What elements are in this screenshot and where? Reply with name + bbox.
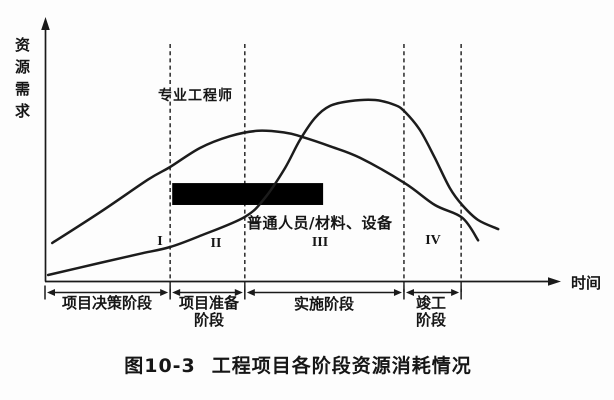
curve-b-label: 普通人员/材料、设备 <box>247 214 393 232</box>
stage-label-preparation: 项目准备 阶段 <box>179 295 239 329</box>
figure-caption-number: 图10-3 <box>124 355 196 377</box>
figure-caption-title: 工程项目各阶段资源消耗情况 <box>211 355 472 377</box>
phase-numeral-1: I <box>157 234 163 249</box>
stage-label-line: 项目准备 <box>178 294 240 312</box>
stage-label-decision: 项目决策阶段 <box>62 295 152 312</box>
x-axis-arrow-icon <box>548 277 561 286</box>
figure-caption: 图10-3 工程项目各阶段资源消耗情况 <box>124 351 472 378</box>
stage-label-completion: 竣工 阶段 <box>416 295 446 329</box>
arrowhead-left-icon <box>47 289 55 296</box>
y-axis-label: 资源需求 <box>13 37 31 125</box>
curve-professional-engineers <box>50 129 480 245</box>
stage-span-arrows <box>44 285 462 300</box>
curve-general-personnel-materials-equipment <box>46 98 500 277</box>
phase-numeral-4: IV <box>425 233 441 248</box>
phase-numeral-3: III <box>311 235 329 250</box>
x-axis-label: 时间 <box>571 274 602 292</box>
arrowhead-right-icon <box>160 289 169 296</box>
y-axis-arrow-icon <box>41 17 50 30</box>
arrowhead-right-icon <box>234 289 243 296</box>
stage-label-line: 竣工 <box>415 294 447 312</box>
stage-label-line: 实施阶段 <box>293 295 355 313</box>
arrowhead-left-icon <box>172 289 181 296</box>
curve-a-label: 专业工程师 <box>158 88 233 104</box>
phase-dividers <box>169 44 462 292</box>
arrowhead-left-icon <box>405 289 414 296</box>
stage-label-implementation: 实施阶段 <box>294 296 354 313</box>
arrowhead-right-icon <box>393 289 402 296</box>
stage-label-line: 阶段 <box>193 311 225 329</box>
stage-label-line: 项目决策阶段 <box>61 294 153 312</box>
arrowhead-right-icon <box>451 289 460 296</box>
arrowhead-left-icon <box>246 289 255 296</box>
stage-label-line: 阶段 <box>415 311 447 329</box>
phase-numeral-2: II <box>210 236 222 251</box>
highlight-bar <box>172 183 324 205</box>
